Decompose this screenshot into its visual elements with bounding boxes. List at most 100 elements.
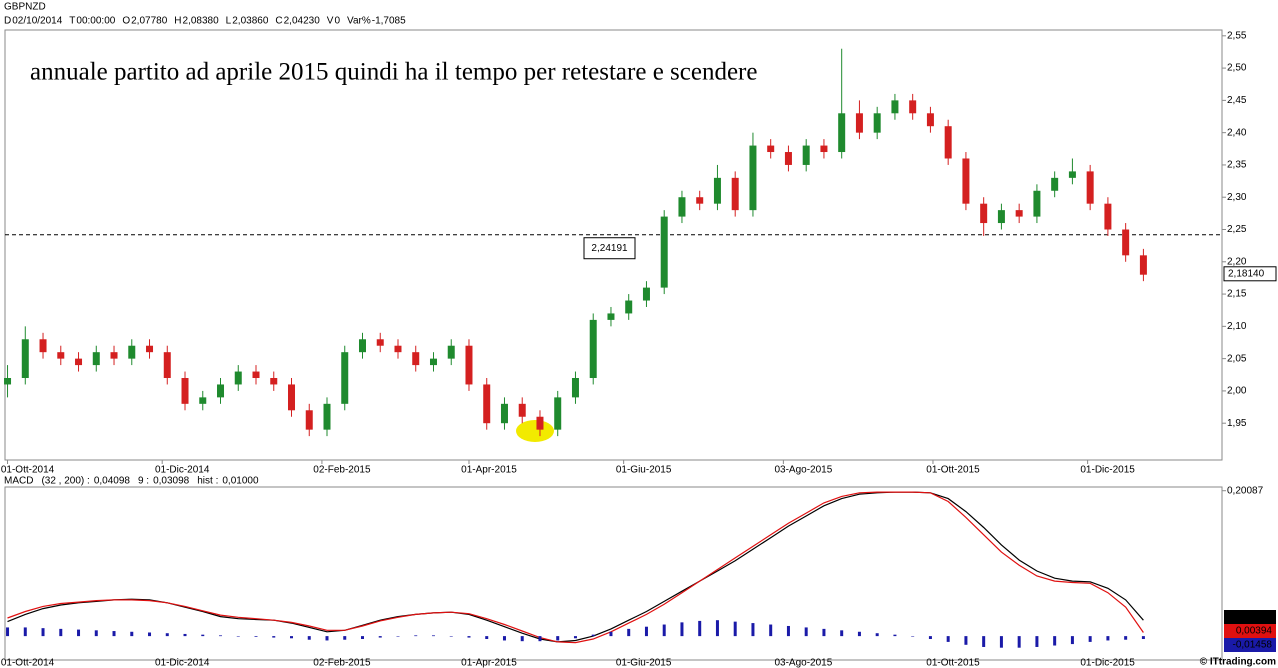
candle-body <box>394 345 402 353</box>
x-tick-label: 01-Dic-2015 <box>1080 658 1135 668</box>
hist-bar <box>431 635 435 637</box>
y-tick-label: 2,05 <box>1227 353 1247 364</box>
last-price-label: 2,18140 <box>1228 268 1265 279</box>
legend-item: MACD <box>4 476 33 487</box>
y-tick-label: 0,20087 <box>1227 485 1264 496</box>
hist-bar <box>1053 636 1057 646</box>
x-tick-label: 02-Feb-2015 <box>313 465 371 476</box>
hist-bar <box>627 628 631 637</box>
y-tick-label: 2,25 <box>1227 224 1247 235</box>
candle-body <box>252 371 260 379</box>
candle-body <box>163 352 171 379</box>
candle-body <box>518 403 526 417</box>
hist-bar <box>591 634 595 637</box>
hist-bar <box>911 636 915 637</box>
candle-body <box>323 403 331 430</box>
hist-bar <box>325 636 329 641</box>
footer: © ITtrading.com <box>1200 657 1276 668</box>
hist-bar <box>414 635 418 637</box>
candle-body <box>802 145 810 165</box>
y-tick-label: 2,10 <box>1227 321 1247 332</box>
last-value-box <box>1224 638 1276 652</box>
info-value: 2,03860 <box>232 16 269 27</box>
legend-item: 0,01000 <box>222 476 259 487</box>
hist-bar <box>609 631 613 637</box>
hist-bar <box>1141 636 1145 640</box>
hist-bar <box>254 636 258 637</box>
hist-bar <box>41 628 45 637</box>
candle-body <box>642 287 650 301</box>
candle-body <box>181 378 189 404</box>
candle-body <box>997 210 1005 224</box>
candle-body <box>500 403 508 424</box>
hist-bar <box>680 622 684 637</box>
candle-body <box>589 319 597 379</box>
hist-bar <box>698 620 702 637</box>
candle-body <box>820 145 828 153</box>
price-panel <box>4 29 1223 461</box>
hist-bar <box>520 636 524 642</box>
candle-body <box>1139 255 1147 275</box>
hist-bar <box>449 636 453 637</box>
hist-bar <box>290 636 294 639</box>
info-value: 2,08380 <box>183 16 220 27</box>
info-label: Var% <box>347 16 371 27</box>
symbol: GBPNZD <box>4 2 46 13</box>
candle-body <box>909 100 917 114</box>
candle-body <box>217 384 225 398</box>
hist-bar <box>1106 636 1110 641</box>
last-value-label: 0,00394 <box>1236 626 1273 637</box>
hist-bar <box>59 628 63 637</box>
last-value-box <box>1224 610 1276 624</box>
hist-bar <box>573 636 577 639</box>
hist-bar <box>946 636 950 642</box>
info-value: 2,04230 <box>284 16 321 27</box>
candle-body <box>110 352 118 359</box>
info-label: H <box>174 16 181 27</box>
x-tick-label: 02-Feb-2015 <box>313 658 371 668</box>
legend-item: 0,03098 <box>153 476 190 487</box>
legend-param: (32 , 200) : <box>41 476 89 487</box>
candle-body <box>199 397 207 404</box>
hist-bar <box>964 636 968 645</box>
candle-body <box>1122 229 1130 256</box>
x-tick-label: 01-Giu-2015 <box>616 465 672 476</box>
info-label: O <box>122 16 130 27</box>
hist-bar <box>875 633 879 637</box>
candle-body <box>855 113 863 133</box>
candle-body <box>270 378 278 385</box>
hist-bar <box>23 627 27 637</box>
candle-body <box>358 339 366 353</box>
hist-bar <box>982 636 986 647</box>
x-tick-label: 01-Ott-2014 <box>1 465 55 476</box>
info-label: D <box>4 16 11 27</box>
candle-body <box>926 113 934 127</box>
candle-body <box>873 113 881 133</box>
info-value: 00:00:00 <box>76 16 115 27</box>
x-tick-label: 01-Apr-2015 <box>461 658 517 668</box>
hist-bar <box>999 636 1003 648</box>
candle-body <box>731 177 739 211</box>
hist-bar <box>360 636 364 640</box>
hist-bar <box>201 634 205 637</box>
candle-body <box>341 352 349 404</box>
candle-body <box>891 100 899 114</box>
x-tick-label: 01-Dic-2014 <box>155 658 210 668</box>
y-tick-label: 1,95 <box>1227 418 1247 429</box>
candle-body <box>234 371 242 385</box>
y-tick-label: 2,35 <box>1227 160 1247 171</box>
candle-body <box>660 216 668 288</box>
candle-body <box>1086 171 1094 204</box>
candle-body <box>571 378 579 398</box>
hist-bar <box>804 627 808 637</box>
candle-body <box>980 203 988 224</box>
candle-body <box>465 345 473 385</box>
x-tick-label: 03-Ago-2015 <box>774 465 832 476</box>
y-tick-label: 2,55 <box>1227 30 1247 41</box>
hist-bar <box>840 630 844 637</box>
hist-bar <box>396 636 400 637</box>
candle-body <box>678 197 686 217</box>
candle-body <box>21 339 29 379</box>
candle-body <box>607 313 615 320</box>
